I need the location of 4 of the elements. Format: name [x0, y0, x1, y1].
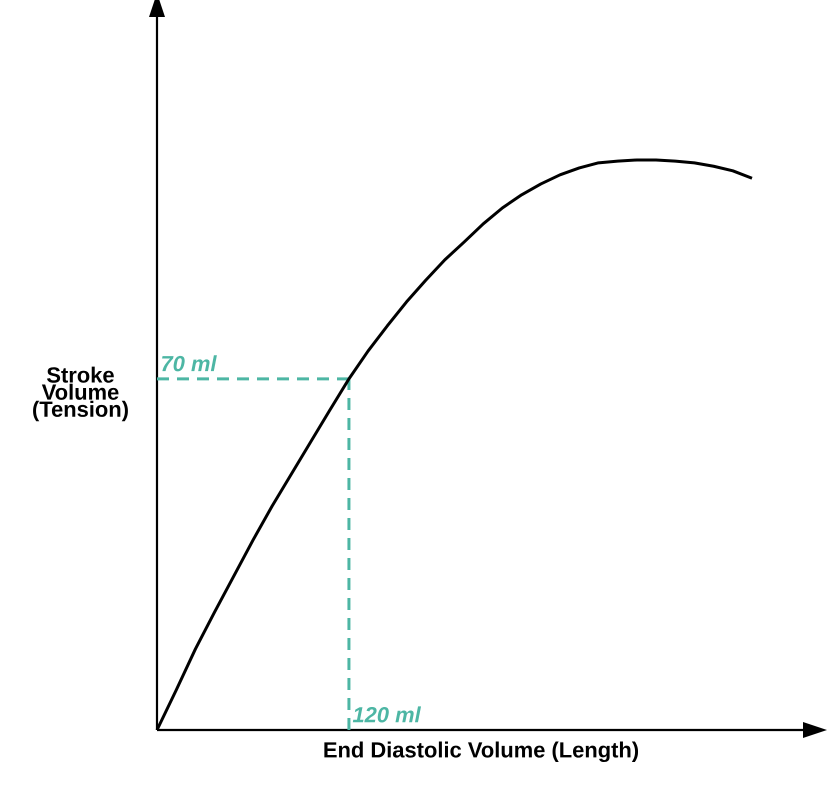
y-axis-title: Stroke Volume (Tension) — [33, 366, 128, 422]
ref-line-label: 70 ml — [162, 355, 217, 372]
x-axis-title: End Diastolic Volume (Length) — [324, 742, 638, 762]
annotation: 120 ml — [352, 706, 422, 722]
